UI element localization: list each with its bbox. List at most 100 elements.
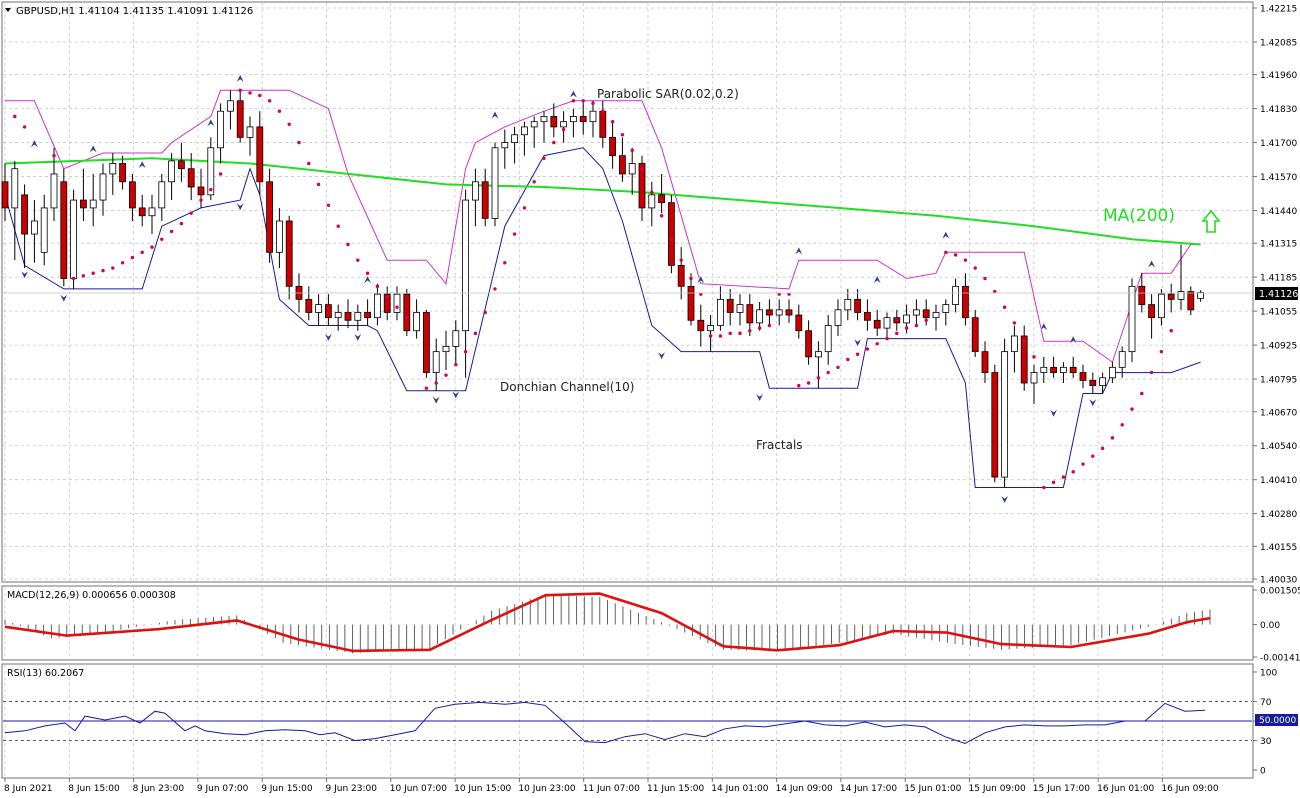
fractal-up-12 [1039,322,1049,331]
sar-dot-58 [620,133,625,137]
candle-body-41 [403,293,411,332]
candle-body-5 [50,173,58,209]
candle-28 [275,207,283,269]
candle-62 [609,121,616,169]
candle-body-85 [834,309,842,326]
candle-4 [40,194,48,266]
fractal-down-12 [1088,398,1098,408]
candle-body-12 [119,163,126,183]
sar-dot-89 [924,318,928,322]
fractal-up-9 [794,246,804,256]
donchian-upper-line [5,89,1201,363]
candle-60 [589,100,597,138]
fractal-up-4 [235,73,245,83]
candle-body-57 [560,121,567,128]
candle-body-104 [1020,335,1028,384]
candle-53 [521,121,528,156]
rsi-ytick-label-4: 0 [1260,767,1266,777]
candle-body-18 [177,160,185,170]
candle-115 [1128,278,1136,363]
candle-body-72 [707,325,714,332]
sar-dot-32 [356,258,360,262]
candle-body-120 [1177,291,1185,300]
candle-body-21 [207,147,215,196]
candle-body-66 [648,194,656,209]
sar-dot-27 [307,161,311,166]
sar-dot-37 [405,315,409,320]
sar-dot-80 [836,365,840,370]
fractal-down-8 [755,393,764,403]
candle-31 [305,286,313,321]
fractal-down-4 [353,333,363,342]
x-tick-label-15: 15 Jun 09:00 [969,784,1026,794]
candle-body-42 [413,312,421,332]
candle-42 [413,299,421,339]
candle-93 [913,299,920,326]
candle-113 [1109,362,1116,384]
candle-37 [364,299,372,326]
candle-body-9 [89,199,97,209]
price-ytick-label-12: 1.40670 [1260,408,1297,418]
fractals-annotation: Fractals [756,438,803,452]
sar-dot-72 [757,326,762,330]
candle-body-36 [354,312,362,321]
price-title: GBPUSD,H1 1.41104 1.41135 1.41091 1.4112… [16,6,253,17]
sar-dot-94 [983,276,987,281]
candle-body-63 [619,155,626,175]
candle-body-98 [962,285,969,319]
rsi-levels [3,701,1252,741]
candle-121 [1187,286,1195,316]
sar-dot-7 [101,268,105,273]
fractal-down-5 [431,395,441,405]
candle-79 [775,299,783,326]
candle-body-61 [599,110,607,138]
sar-dot-101 [1051,480,1056,485]
x-tick-label-4: 9 Jun 15:00 [261,784,313,794]
sar-dot-46 [503,261,507,265]
fractal-up-3 [206,118,216,128]
candle-body-115 [1128,285,1136,353]
sar-dot-31 [346,242,350,247]
sar-dot-10 [130,255,135,260]
sar-dot-109 [1130,407,1134,411]
candle-body-68 [668,202,675,266]
sar-dot-41 [454,363,458,367]
candle-100 [981,341,989,384]
candle-body-75 [736,304,744,313]
sar-dot-98 [1022,339,1026,343]
sar-dot-50 [542,156,546,160]
sar-dot-44 [483,310,487,315]
candle-body-15 [148,207,156,217]
candle-29 [285,215,293,300]
sar-dot-15 [179,221,184,226]
macd-signal-path [4,592,1211,653]
sar-dot-78 [816,376,821,380]
sar-dot-3 [52,153,56,158]
up-arrow-icon [1201,209,1221,233]
sar-dot-25 [287,122,291,126]
sar-dot-55 [591,101,595,106]
candle-body-121 [1187,291,1195,311]
candle-body-8 [80,199,87,209]
candle-24 [236,90,244,143]
candle-67 [658,173,665,214]
candle-39 [383,286,391,321]
sar-dot-54 [581,99,585,103]
candle-body-50 [491,147,499,219]
rsi-value-tag [1255,714,1298,726]
donchian-annotation: Donchian Channel(10) [500,380,634,394]
sar-dot-8 [111,266,115,270]
price-ytick-label-16: 1.40155 [1260,543,1297,553]
candle-body-13 [128,181,136,209]
x-tick-label-1: 8 Jun 15:00 [68,784,120,794]
candle-body-26 [256,126,264,183]
candle-83 [815,341,822,389]
sar-dot-96 [1002,305,1007,309]
sar-dot-11 [140,250,144,255]
candle-14 [138,194,146,227]
candle-47 [462,189,470,378]
rsi-panel: 1007050300 RSI(13) 60.2067 50.0000 [1,663,1298,779]
candle-body-55 [540,116,548,123]
candle-73 [717,286,724,331]
